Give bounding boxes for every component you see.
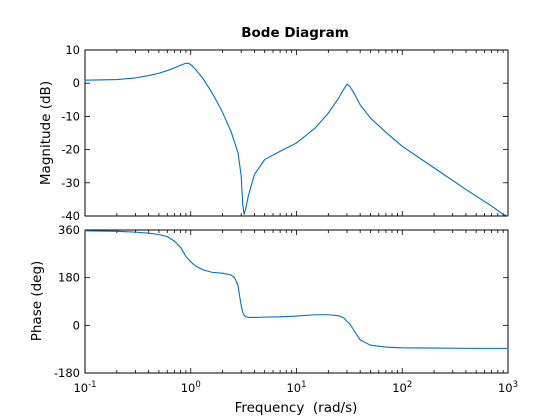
phase-axes-frame <box>84 229 509 374</box>
x-tick-label: 101 <box>286 380 306 395</box>
magnitude-y-tick-label: -20 <box>61 143 80 157</box>
x-tick-label: 103 <box>498 380 518 395</box>
phase-y-axis-label: Phase (deg) <box>29 261 45 342</box>
magnitude-y-tick-label: -30 <box>61 176 80 190</box>
magnitude-axes: 10 0 -10 -20 -30 -40 Magnitude (dB) <box>38 43 509 223</box>
phase-y-tick-label: 0 <box>73 318 80 332</box>
x-axis-label: Frequency (rad/s) <box>235 400 358 416</box>
magnitude-y-tick-label: 0 <box>73 76 80 90</box>
magnitude-curve <box>84 62 509 217</box>
magnitude-tick-group: 10 0 -10 -20 -30 -40 <box>61 43 509 223</box>
phase-y-tick-label: 360 <box>58 223 80 237</box>
magnitude-y-tick-label: -40 <box>61 209 80 223</box>
chart-title: Bode Diagram <box>241 25 349 41</box>
magnitude-y-axis-label: Magnitude (dB) <box>38 81 54 185</box>
phase-curve <box>84 230 509 349</box>
magnitude-y-tick-label: -10 <box>61 109 80 123</box>
x-tick-label: 102 <box>392 380 412 395</box>
phase-y-tick-label: -180 <box>54 366 80 380</box>
phase-axes: 360 180 0 -180 Phase (deg) <box>29 223 509 380</box>
magnitude-y-tick-label: 10 <box>65 43 80 57</box>
phase-y-tick-label: 180 <box>58 271 80 285</box>
x-tick-label-group: 10-1 100 101 102 103 <box>73 380 518 395</box>
phase-tick-group: 360 180 0 -180 <box>54 223 509 380</box>
magnitude-axes-frame <box>84 49 509 217</box>
x-tick-label: 100 <box>181 380 201 395</box>
x-tick-label: 10-1 <box>73 380 96 395</box>
